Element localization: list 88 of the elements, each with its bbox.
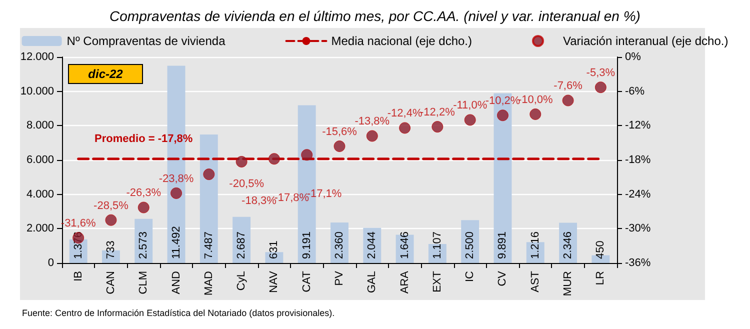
- data-label: -17,8%: [274, 192, 310, 204]
- x-tick-label: CAN: [104, 270, 117, 294]
- point: [334, 140, 346, 152]
- data-label: 450: [594, 240, 607, 259]
- y-tick-label: 0: [48, 257, 54, 269]
- data-label: -10,0%: [518, 94, 554, 106]
- x-tick-label: CAT: [300, 270, 313, 292]
- source-note: Fuente: Centro de Información Estadística del Notariado (datos provisionales).: [22, 308, 335, 318]
- bar: [200, 134, 218, 263]
- data-label: 9.191: [300, 231, 313, 259]
- data-label: 2.044: [366, 231, 378, 259]
- data-label: 1.216: [529, 231, 542, 259]
- data-label: 2.346: [562, 231, 574, 259]
- point: [268, 153, 280, 165]
- point: [530, 108, 542, 120]
- x-tick-label: CV: [496, 270, 509, 286]
- x-tick-label: GAL: [366, 271, 378, 294]
- x-tick-label: IC: [464, 270, 476, 282]
- y2-tick-label: -24%: [625, 188, 651, 200]
- x-tick-label: CyL: [236, 271, 248, 291]
- data-label: -13,8%: [354, 116, 390, 128]
- point: [399, 122, 411, 134]
- x-tick-label: NAV: [268, 270, 280, 293]
- point: [203, 168, 215, 180]
- y2-tick-label: -12%: [625, 120, 651, 132]
- data-label: 631: [268, 240, 280, 259]
- x-tick-label: ARA: [398, 270, 411, 294]
- point: [170, 187, 182, 199]
- point: [594, 82, 606, 94]
- y-tick-label: 12.000: [20, 51, 54, 63]
- y2-tick-label: -30%: [625, 222, 651, 235]
- data-label: 733: [104, 240, 117, 259]
- point: [301, 149, 313, 161]
- data-label: 7.487: [202, 231, 215, 259]
- point: [105, 214, 117, 226]
- x-tick-label: MAD: [202, 270, 215, 296]
- x-tick-label: EXT: [431, 270, 444, 292]
- data-label: 9.891: [496, 231, 509, 259]
- data-label: -28,5%: [94, 200, 129, 212]
- legend-label: Nº Compraventas de vivienda: [66, 34, 226, 48]
- date-label: dic-22: [68, 64, 143, 84]
- data-label: 1.107: [431, 231, 444, 259]
- data-label: -17,1%: [306, 188, 342, 200]
- point: [138, 202, 150, 214]
- x-tick-label: AND: [170, 270, 182, 294]
- y-tick-label: 6.000: [26, 154, 54, 166]
- point: [432, 121, 444, 133]
- annotation: Promedio = -17,8%: [94, 132, 193, 145]
- legend-label: Media nacional (eje dcho.): [331, 34, 472, 48]
- y-tick-label: 8.000: [26, 120, 54, 132]
- data-label: -12,4%: [387, 108, 422, 120]
- data-label: -12,2%: [420, 106, 456, 119]
- data-label: -11,0%: [453, 100, 488, 112]
- x-tick-label: PV: [334, 270, 346, 286]
- x-tick-label: AST: [529, 270, 542, 292]
- data-label: 11.492: [170, 226, 182, 259]
- point: [496, 110, 508, 122]
- x-tick-label: MUR: [562, 270, 574, 296]
- data-label: -20,5%: [229, 178, 264, 190]
- data-label: 2.360: [334, 231, 346, 259]
- data-label: -10,2%: [485, 95, 520, 108]
- data-label: -15,6%: [322, 126, 358, 138]
- y2-tick-label: -18%: [625, 154, 651, 166]
- point: [464, 114, 476, 126]
- data-label: -18,3%: [242, 194, 277, 207]
- data-label: 2.573: [138, 231, 150, 259]
- y-tick-label: 2.000: [26, 222, 54, 235]
- data-label: -26,3%: [126, 187, 162, 200]
- data-label: -7,6%: [554, 80, 583, 92]
- chart-title: Compraventas de vivienda en el último mes, por CC.AA. (nivel y var. interanual en %): [110, 8, 640, 24]
- x-tick-label: LR: [594, 270, 607, 286]
- data-label: 1.376: [72, 231, 84, 259]
- x-tick-label: IB: [72, 271, 84, 282]
- data-label: 2.500: [464, 231, 476, 259]
- data-label: 2.687: [236, 231, 248, 259]
- data-label: 1.646: [398, 231, 411, 259]
- y2-tick-label: 0%: [625, 51, 642, 63]
- y-tick-label: 4.000: [26, 188, 54, 200]
- legend-label: Variación interanual (eje dcho.): [563, 34, 728, 48]
- data-label: -23,8%: [158, 172, 194, 185]
- y-tick-label: 10.000: [20, 85, 54, 98]
- point: [562, 94, 574, 106]
- y2-tick-label: -36%: [625, 257, 651, 269]
- point: [366, 130, 378, 142]
- point: [236, 156, 248, 168]
- x-tick-label: CLM: [138, 271, 150, 294]
- y2-tick-label: -6%: [625, 85, 645, 98]
- data-label: -5,3%: [586, 67, 616, 80]
